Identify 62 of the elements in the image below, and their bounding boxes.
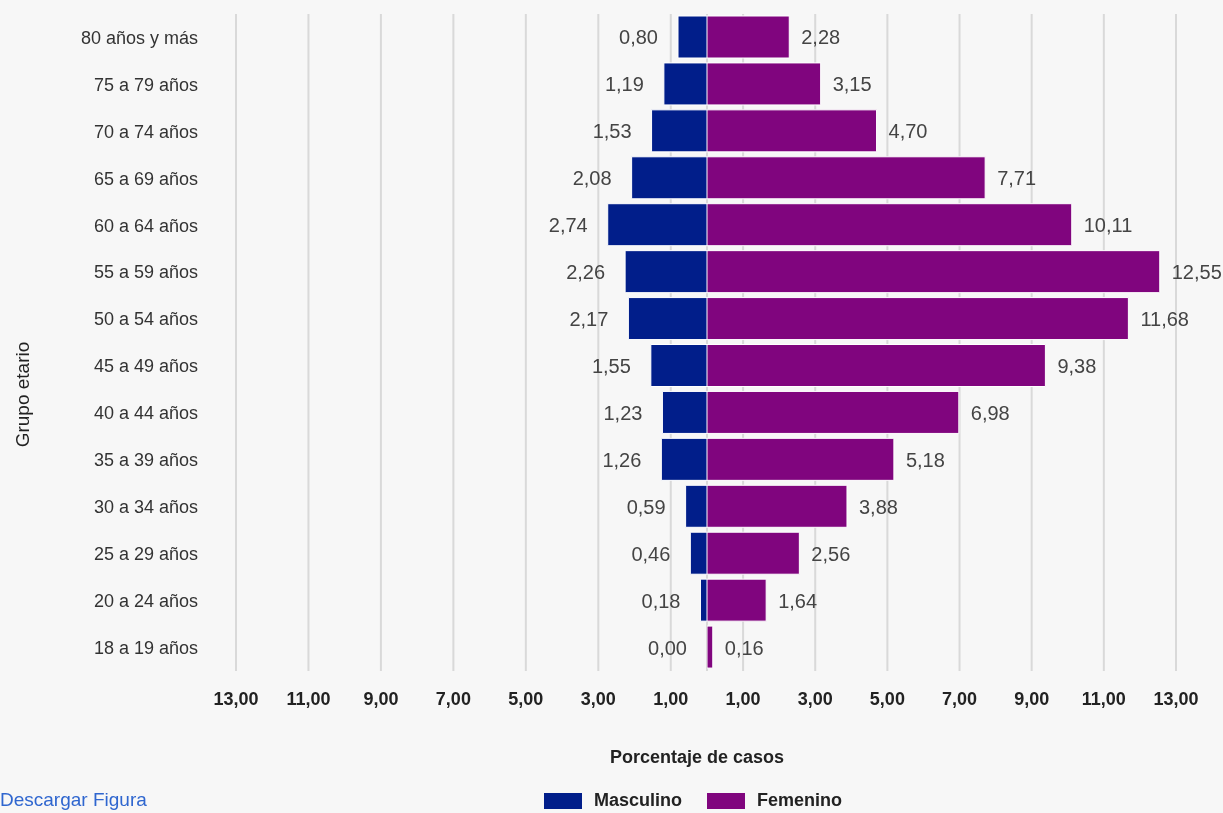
y-tick-label: 50 a 54 años — [93, 309, 198, 330]
x-tick-label: 13,00 — [213, 688, 259, 709]
text: Descargar Figura — [0, 789, 147, 811]
legend-label: Masculino — [593, 790, 682, 811]
y-tick-label: 60 a 64 años — [93, 215, 198, 236]
y-tick-label: 20 a 24 años — [93, 591, 198, 611]
x-tick-label: 7,00 — [435, 688, 471, 709]
data-label: 2,56 — [811, 542, 851, 565]
x-tick-label: 13,00 — [1153, 688, 1199, 709]
data-label: 5,18 — [905, 448, 945, 471]
x-tick-label: 7,00 — [942, 688, 978, 709]
y-tick-label: 65 a 69 años — [93, 168, 198, 189]
x-tick-label: 9,00 — [363, 688, 399, 709]
x-tick-label: 1,00 — [725, 688, 761, 709]
data-label: 1,55 — [591, 354, 631, 377]
data-label: 3,88 — [858, 495, 898, 518]
y-axis-title: Grupo etario — [11, 341, 33, 448]
y-tick-label: 30 a 34 años — [93, 497, 198, 518]
data-label: 9,38 — [1057, 354, 1097, 377]
x-axis-title: Porcentaje de casos — [609, 747, 785, 767]
data-label: 0,16 — [724, 636, 764, 659]
legend-label: Femenino — [757, 790, 843, 811]
data-label: 6,98 — [970, 401, 1010, 424]
data-label: 2,28 — [801, 26, 841, 49]
data-label: 0,46 — [631, 542, 671, 565]
y-tick-label: 70 a 74 años — [93, 121, 198, 142]
data-label: 0,80 — [619, 26, 659, 49]
data-label: 0,18 — [641, 589, 681, 612]
data-label: 4,70 — [888, 120, 928, 143]
y-tick-label: 25 a 29 años — [93, 544, 198, 565]
data-label: 1,19 — [604, 73, 644, 96]
y-tick-label: 35 a 39 años — [93, 450, 198, 471]
x-tick-label: 5,00 — [869, 688, 905, 709]
data-label: 2,08 — [572, 167, 612, 190]
data-label: 10,11 — [1083, 214, 1133, 237]
data-label: 1,64 — [778, 589, 818, 612]
x-tick-label: 9,00 — [1014, 688, 1050, 709]
x-tick-label: 3,00 — [797, 688, 833, 709]
y-tick-label: 75 a 79 años — [93, 74, 198, 95]
data-label: 1,53 — [592, 120, 632, 143]
data-label: 12,55 — [1171, 261, 1222, 284]
y-tick-label: 18 a 19 años — [93, 637, 198, 658]
data-label: 2,26 — [566, 261, 606, 284]
y-tick-label: 80 años y más — [80, 27, 198, 48]
data-label: 1,26 — [602, 448, 642, 471]
data-label: 0,00 — [648, 636, 687, 659]
x-tick-label: 11,00 — [286, 688, 331, 709]
x-tick-label: 3,00 — [580, 688, 616, 709]
data-label: 2,17 — [569, 308, 609, 331]
x-tick-label: 5,00 — [508, 688, 544, 709]
data-label: 3,15 — [832, 73, 872, 96]
y-tick-label: 40 a 44 años — [93, 403, 198, 424]
data-label: 7,71 — [997, 167, 1037, 190]
y-tick-label: 55 a 59 años — [93, 262, 198, 283]
data-label: 1,23 — [603, 401, 643, 424]
x-tick-label: 1,00 — [653, 688, 689, 709]
data-label: 2,74 — [548, 214, 588, 237]
y-tick-label: 45 a 49 años — [93, 356, 198, 377]
x-tick-label: 11,00 — [1081, 688, 1126, 709]
data-label: 0,59 — [626, 495, 666, 518]
bar — [707, 625, 714, 669]
data-label: 11,68 — [1140, 308, 1189, 331]
